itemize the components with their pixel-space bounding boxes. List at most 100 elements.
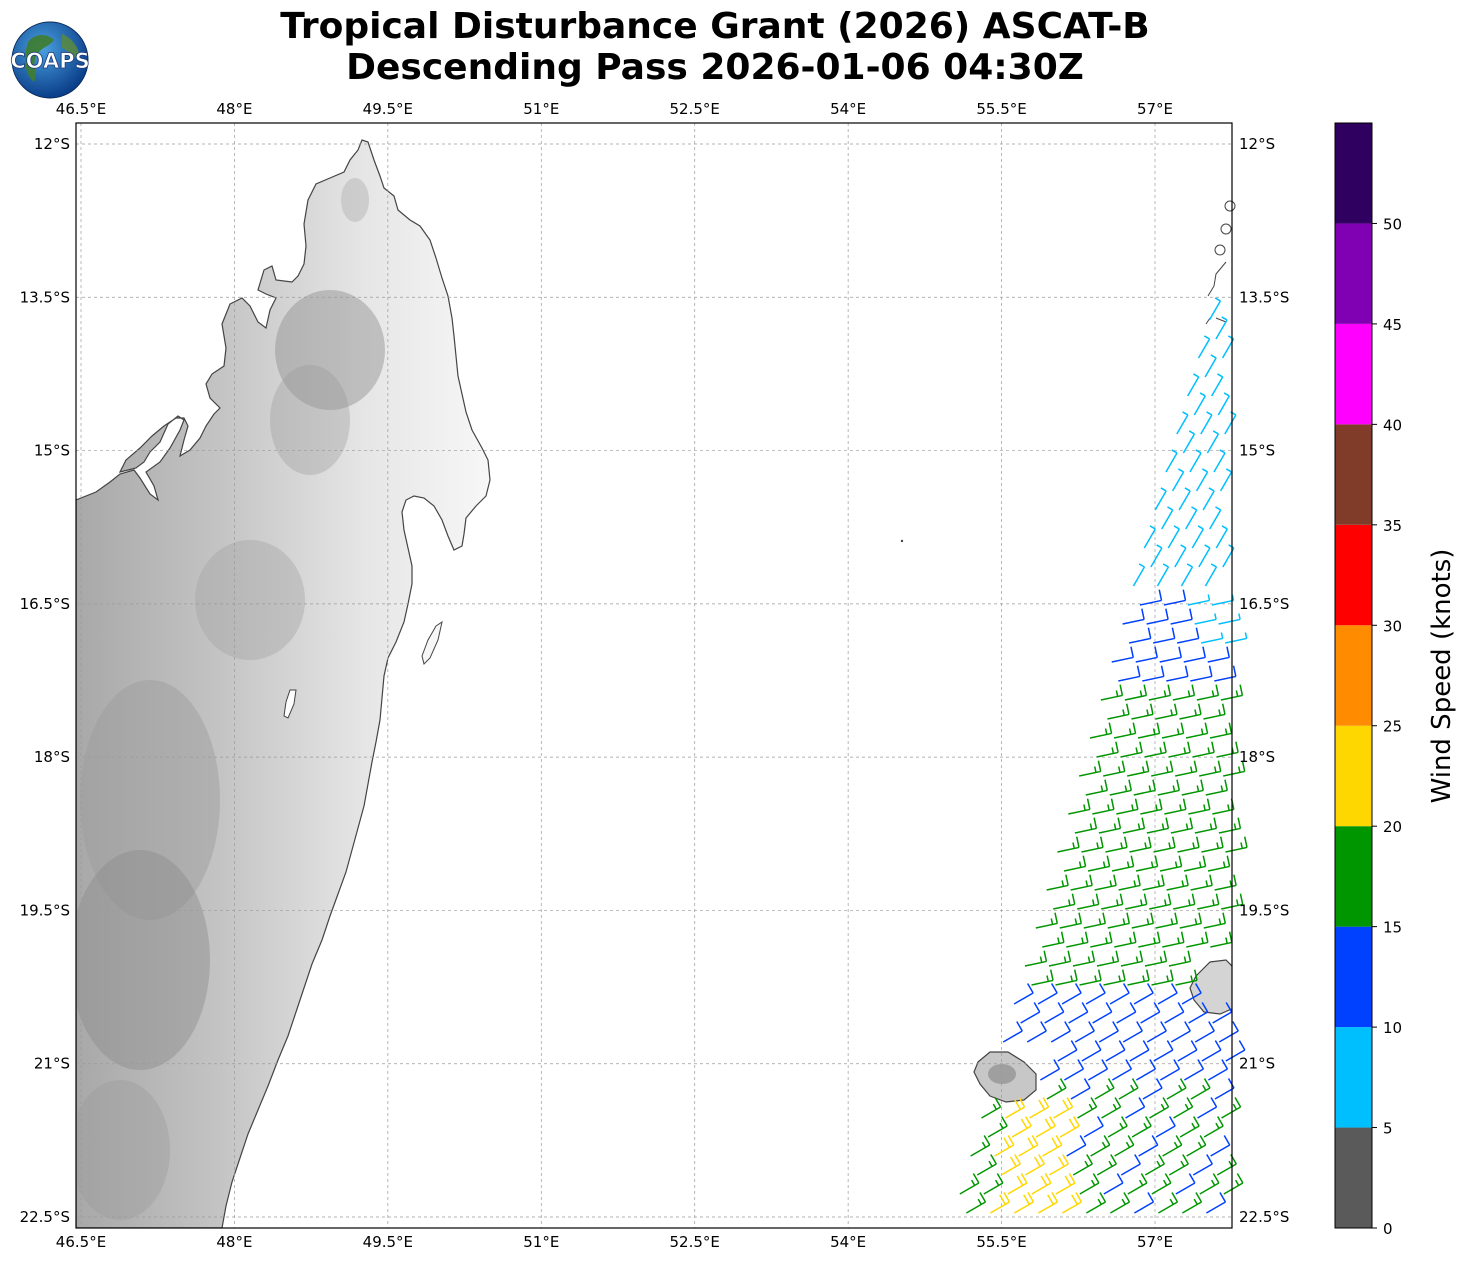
lon-tick-bottom: 57°E [1137,1233,1173,1251]
wind-barb [1035,1116,1056,1138]
wind-barb [1048,950,1072,967]
wind-barb [1183,1059,1205,1081]
lon-tick-top: 51°E [523,100,559,118]
wind-barb [1196,684,1220,701]
wind-barb [1063,855,1087,872]
colorbar-bin [1335,926,1372,1028]
wind-barb [1068,798,1091,815]
wind-barb [1122,817,1146,834]
wind-barb [1109,779,1133,796]
wind-barb [1077,893,1100,910]
relief-south-highland [76,850,210,1070]
wind-barb [1090,931,1113,948]
wind-barb [1092,1002,1113,1024]
wind-barb [1146,608,1169,625]
tromelin-islet [900,539,904,543]
gridlines [76,123,1232,1228]
lon-tick-top: 57°E [1137,100,1173,118]
wind-barb [1144,741,1167,758]
wind-barb [1092,798,1115,815]
colorbar-tick-label: 25 [1383,718,1402,736]
wind-barb [1055,969,1078,986]
wind-barb [1195,468,1209,492]
title-line-2: Descending Pass 2026-01-06 04:30Z [346,47,1084,88]
colorbar-tick-label: 20 [1383,818,1402,836]
wind-barb [1218,817,1242,834]
wind-barb [1000,1154,1021,1176]
wind-barb [1164,798,1187,815]
wind-barb [1192,741,1215,758]
wind-barb [1086,1192,1107,1214]
wind-barb [1178,487,1191,511]
wind-barb [1007,1173,1028,1195]
wind-barb [1140,1002,1161,1024]
wind-barb [1170,1021,1191,1043]
wind-barb [1175,969,1198,986]
wind-barb [1183,855,1207,872]
lat-tick-right: 16.5°S [1239,595,1289,613]
wind-barb [1201,632,1224,644]
lake-alaotra [283,689,297,719]
wind-barb [1193,392,1206,416]
wind-barb [1110,1192,1131,1214]
wind-barb [1079,760,1102,777]
wind-barb [1135,1059,1157,1081]
wind-barb [1014,1192,1035,1214]
wind-barb [1116,1002,1137,1024]
wind-barb [1118,874,1141,891]
wind-barb [1111,1059,1133,1081]
wind-barb [1053,893,1076,910]
wind-barb [1151,760,1174,777]
wind-barb [1179,912,1203,929]
wind-barb [1111,855,1135,872]
lat-tick-right: 19.5°S [1239,901,1289,919]
wind-barb [1194,817,1218,834]
wind-barb [1155,1116,1176,1138]
wind-barb [1203,703,1226,720]
wind-barb [1059,912,1083,929]
wind-barb [1138,931,1161,948]
wind-barb [1072,950,1096,967]
wind-barb [1125,893,1148,910]
wind-barb [1203,912,1227,929]
wind-barb [1002,1021,1023,1043]
wind-barb [1187,594,1211,606]
wind-barb [1062,1192,1083,1214]
wind-barb [1212,1002,1233,1024]
wind-barb [1214,1078,1235,1100]
wind-barb [1146,1021,1167,1043]
wind-barb [1059,1116,1080,1138]
lat-tick-left: 15°S [34,442,70,460]
wind-barb [1210,1135,1231,1157]
wind-barb [1105,836,1128,853]
wind-barb [1020,1002,1041,1024]
wind-barb [1146,817,1170,834]
wind-barb [1072,1154,1093,1176]
wind-barb [976,1154,997,1176]
lon-tick-top: 49.5°E [363,100,413,118]
wind-barb [1107,703,1130,720]
wind-barb [1081,836,1104,853]
lat-tick-left: 16.5°S [20,595,70,613]
wind-barb [1031,969,1054,986]
lon-tick-top: 48°E [216,100,252,118]
map-panel [75,122,1248,1229]
wind-barb [1127,760,1150,777]
wind-barb [1018,1135,1039,1157]
relief-central-highland [195,540,305,660]
wind-barb [1011,1116,1032,1138]
wind-barb [1087,1059,1109,1081]
mauritius-island [1189,959,1232,1015]
wind-barb [1083,912,1107,929]
wind-barb [1101,1097,1122,1119]
wind-barb [1068,1002,1089,1024]
wind-barb [1135,646,1158,663]
wind-barb [1199,760,1222,777]
wind-barb [1157,779,1181,796]
wind-barb [1096,1154,1117,1176]
wind-barb [1185,722,1209,739]
wind-barb [1189,449,1202,473]
wind-barb [1066,1135,1087,1157]
wind-barb [1114,931,1137,948]
wind-barb [1175,760,1198,777]
